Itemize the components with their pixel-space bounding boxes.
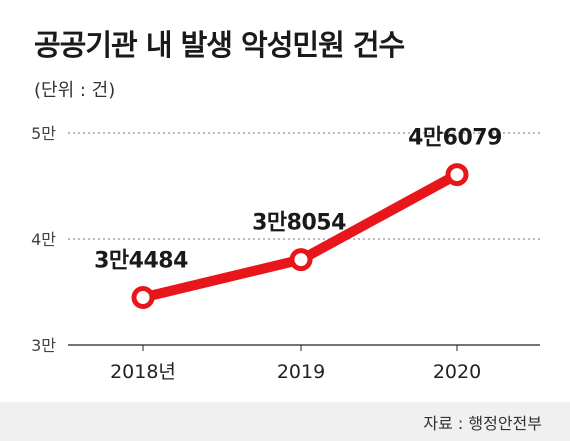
data-label: 3만8054 — [252, 211, 346, 236]
source-credit: 자료 : 행정안전부 — [423, 414, 542, 433]
x-tick-label: 2019 — [277, 361, 325, 383]
line-chart: 3만 4만 5만 2018년 2019 2020 3만4484 3만8054 4만6079 — [31, 124, 540, 383]
x-tick-label: 2018년 — [110, 361, 176, 383]
y-tick-label: 5만 — [31, 124, 56, 143]
data-point — [131, 285, 155, 309]
data-label: 3만4484 — [94, 248, 188, 273]
data-point — [289, 248, 313, 272]
y-tick-label: 3만 — [31, 336, 56, 355]
data-label: 4만6079 — [408, 126, 502, 151]
data-point — [445, 163, 469, 187]
footer-band — [0, 402, 570, 441]
series-line — [138, 169, 462, 303]
y-tick-label: 4만 — [31, 230, 56, 249]
unit-label: (단위 : 건) — [34, 80, 116, 101]
x-tick-label: 2020 — [433, 361, 481, 383]
chart-title: 공공기관 내 발생 악성민원 건수 — [34, 28, 405, 62]
